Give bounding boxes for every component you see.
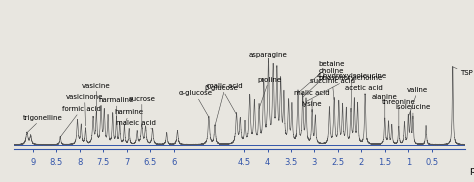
- Text: harmaline: harmaline: [99, 97, 134, 119]
- Text: 4-hydroxyisoleucine: 4-hydroxyisoleucine: [317, 73, 387, 112]
- Text: asparagine: asparagine: [249, 52, 288, 63]
- Text: vasicinone: vasicinone: [66, 94, 103, 126]
- Text: alanine: alanine: [372, 94, 398, 119]
- Text: choline: choline: [303, 68, 344, 97]
- Text: malic acid: malic acid: [208, 83, 243, 126]
- Text: betaine: betaine: [298, 61, 345, 93]
- Text: sucrose: sucrose: [128, 96, 155, 126]
- Text: harmine: harmine: [115, 109, 144, 126]
- Text: acetic acid: acetic acid: [345, 85, 383, 95]
- Text: proline: proline: [257, 76, 282, 108]
- Text: maleic acid: maleic acid: [116, 120, 156, 129]
- Text: ppm: ppm: [469, 166, 474, 175]
- Text: malic acid: malic acid: [294, 90, 330, 112]
- Text: threonine: threonine: [382, 99, 416, 128]
- Text: formic acid: formic acid: [60, 106, 101, 137]
- Text: vasicine: vasicine: [82, 83, 110, 115]
- Text: TSP: TSP: [453, 67, 473, 76]
- Text: succinic acid: succinic acid: [310, 78, 355, 100]
- Text: isoleucine: isoleucine: [395, 104, 430, 119]
- Text: lysine: lysine: [302, 101, 322, 112]
- Text: trigonelline: trigonelline: [23, 115, 63, 133]
- Text: phosphorylcholine: phosphorylcholine: [306, 75, 383, 102]
- Text: β-glucose: β-glucose: [205, 85, 238, 115]
- Text: valine: valine: [407, 87, 428, 117]
- Text: α-glucose: α-glucose: [178, 90, 212, 117]
